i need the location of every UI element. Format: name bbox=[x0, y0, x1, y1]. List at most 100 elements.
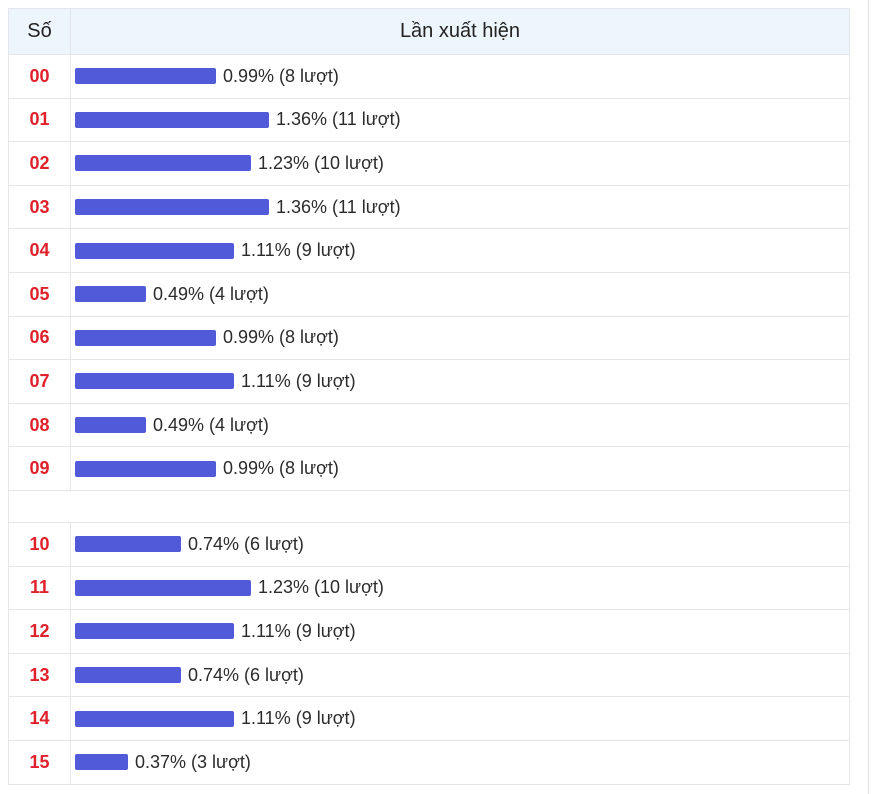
frequency-bar-line: 1.11% (9 lượt) bbox=[75, 697, 849, 740]
frequency-table: Số Lần xuất hiện 00 0.99% (8 lượt) 01 1.36%… bbox=[8, 8, 850, 785]
table-row: 07 1.11% (9 lượt) bbox=[8, 359, 850, 404]
frequency-label: 0.74% (6 lượt) bbox=[188, 664, 304, 685]
row-number: 13 bbox=[8, 652, 71, 698]
frequency-bar-line: 1.11% (9 lượt) bbox=[75, 360, 849, 403]
row-frequency-cell: 1.11% (9 lượt) bbox=[70, 696, 850, 741]
frequency-label: 0.49% (4 lượt) bbox=[153, 283, 269, 304]
frequency-bar bbox=[75, 417, 146, 434]
row-number: 07 bbox=[8, 359, 71, 404]
table-row: 03 1.36% (11 lượt) bbox=[8, 184, 850, 230]
row-number: 12 bbox=[8, 609, 71, 654]
frequency-bar bbox=[75, 536, 181, 553]
frequency-label: 0.99% (8 lượt) bbox=[223, 458, 339, 479]
frequency-bar bbox=[75, 242, 234, 259]
row-frequency-cell: 0.99% (8 lượt) bbox=[70, 54, 850, 99]
row-number: 15 bbox=[8, 739, 71, 785]
table-body: 00 0.99% (8 lượt) 01 1.36% (11 lượt) 02 1.23%… bbox=[8, 54, 850, 785]
row-frequency-cell: 0.99% (8 lượt) bbox=[70, 446, 850, 491]
frequency-bar-line: 0.37% (3 lượt) bbox=[75, 741, 849, 784]
row-frequency-cell: 1.23% (10 lượt) bbox=[70, 141, 850, 186]
frequency-bar-line: 0.49% (4 lượt) bbox=[75, 273, 849, 316]
frequency-bar-line: 0.99% (8 lượt) bbox=[75, 447, 849, 490]
frequency-bar bbox=[75, 460, 216, 477]
row-number: 10 bbox=[8, 521, 71, 567]
frequency-bar-line: 1.23% (10 lượt) bbox=[75, 567, 849, 610]
table-row: 05 0.49% (4 lượt) bbox=[8, 271, 850, 317]
row-number: 02 bbox=[8, 141, 71, 186]
frequency-bar bbox=[75, 667, 181, 684]
row-number: 04 bbox=[8, 228, 71, 273]
frequency-table-container: Số Lần xuất hiện 00 0.99% (8 lượt) 01 1.36%… bbox=[8, 8, 850, 785]
row-number: 03 bbox=[8, 184, 71, 230]
row-frequency-cell: 1.11% (9 lượt) bbox=[70, 228, 850, 273]
group-spacer-cell bbox=[8, 489, 850, 523]
frequency-bar bbox=[75, 199, 269, 216]
frequency-bar bbox=[75, 329, 216, 346]
frequency-bar bbox=[75, 373, 234, 390]
table-row: 00 0.99% (8 lượt) bbox=[8, 54, 850, 99]
frequency-bar bbox=[75, 155, 251, 172]
frequency-bar-line: 0.99% (8 lượt) bbox=[75, 317, 849, 360]
row-frequency-cell: 1.36% (11 lượt) bbox=[70, 184, 850, 230]
row-frequency-cell: 0.49% (4 lượt) bbox=[70, 402, 850, 448]
row-frequency-cell: 1.36% (11 lượt) bbox=[70, 97, 850, 143]
frequency-bar-line: 0.49% (4 lượt) bbox=[75, 404, 849, 447]
row-frequency-cell: 0.74% (6 lượt) bbox=[70, 521, 850, 567]
frequency-bar bbox=[75, 579, 251, 596]
frequency-bar-line: 1.11% (9 lượt) bbox=[75, 610, 849, 653]
table-row: 01 1.36% (11 lượt) bbox=[8, 97, 850, 143]
table-row: 06 0.99% (8 lượt) bbox=[8, 315, 850, 361]
frequency-label: 0.99% (8 lượt) bbox=[223, 65, 339, 86]
row-frequency-cell: 1.11% (9 lượt) bbox=[70, 359, 850, 404]
table-row: 08 0.49% (4 lượt) bbox=[8, 402, 850, 448]
frequency-bar-line: 0.74% (6 lượt) bbox=[75, 654, 849, 697]
table-row: 02 1.23% (10 lượt) bbox=[8, 141, 850, 186]
row-frequency-cell: 1.23% (10 lượt) bbox=[70, 565, 850, 611]
row-number: 14 bbox=[8, 696, 71, 741]
row-number: 11 bbox=[8, 565, 71, 611]
frequency-label: 1.36% (11 lượt) bbox=[276, 109, 401, 130]
header-number: Số bbox=[8, 8, 71, 55]
frequency-label: 1.23% (10 lượt) bbox=[258, 152, 384, 173]
row-number: 01 bbox=[8, 97, 71, 143]
frequency-bar bbox=[75, 68, 216, 85]
table-row: 10 0.74% (6 lượt) bbox=[8, 521, 850, 567]
frequency-bar bbox=[75, 710, 234, 727]
row-number: 06 bbox=[8, 315, 71, 361]
table-row: 15 0.37% (3 lượt) bbox=[8, 739, 850, 785]
frequency-label: 1.11% (9 lượt) bbox=[241, 240, 356, 261]
row-frequency-cell: 0.99% (8 lượt) bbox=[70, 315, 850, 361]
frequency-bar-line: 1.23% (10 lượt) bbox=[75, 142, 849, 185]
frequency-label: 1.23% (10 lượt) bbox=[258, 577, 384, 598]
table-row: 12 1.11% (9 lượt) bbox=[8, 609, 850, 654]
row-number: 00 bbox=[8, 54, 71, 99]
row-number: 09 bbox=[8, 446, 71, 491]
frequency-label: 0.74% (6 lượt) bbox=[188, 533, 304, 554]
row-frequency-cell: 0.49% (4 lượt) bbox=[70, 271, 850, 317]
group-spacer-row bbox=[8, 489, 850, 523]
frequency-label: 1.11% (9 lượt) bbox=[241, 370, 356, 391]
table-row: 14 1.11% (9 lượt) bbox=[8, 696, 850, 741]
frequency-bar-line: 1.36% (11 lượt) bbox=[75, 99, 849, 142]
frequency-label: 1.36% (11 lượt) bbox=[276, 196, 401, 217]
table-row: 04 1.11% (9 lượt) bbox=[8, 228, 850, 273]
table-row: 13 0.74% (6 lượt) bbox=[8, 652, 850, 698]
page-scrollbar-edge bbox=[868, 0, 869, 794]
frequency-bar-line: 1.11% (9 lượt) bbox=[75, 229, 849, 272]
frequency-bar-line: 1.36% (11 lượt) bbox=[75, 186, 849, 229]
frequency-bar bbox=[75, 623, 234, 640]
frequency-bar-line: 0.74% (6 lượt) bbox=[75, 523, 849, 566]
table-row: 09 0.99% (8 lượt) bbox=[8, 446, 850, 491]
row-number: 05 bbox=[8, 271, 71, 317]
row-number: 08 bbox=[8, 402, 71, 448]
row-frequency-cell: 1.11% (9 lượt) bbox=[70, 609, 850, 654]
row-frequency-cell: 0.37% (3 lượt) bbox=[70, 739, 850, 785]
frequency-label: 1.11% (9 lượt) bbox=[241, 708, 356, 729]
frequency-bar bbox=[75, 754, 128, 771]
header-appearances: Lần xuất hiện bbox=[70, 8, 850, 55]
frequency-bar bbox=[75, 111, 269, 128]
table-row: 11 1.23% (10 lượt) bbox=[8, 565, 850, 611]
frequency-label: 0.49% (4 lượt) bbox=[153, 414, 269, 435]
table-header-row: Số Lần xuất hiện bbox=[8, 8, 850, 55]
frequency-bar-line: 0.99% (8 lượt) bbox=[75, 55, 849, 98]
